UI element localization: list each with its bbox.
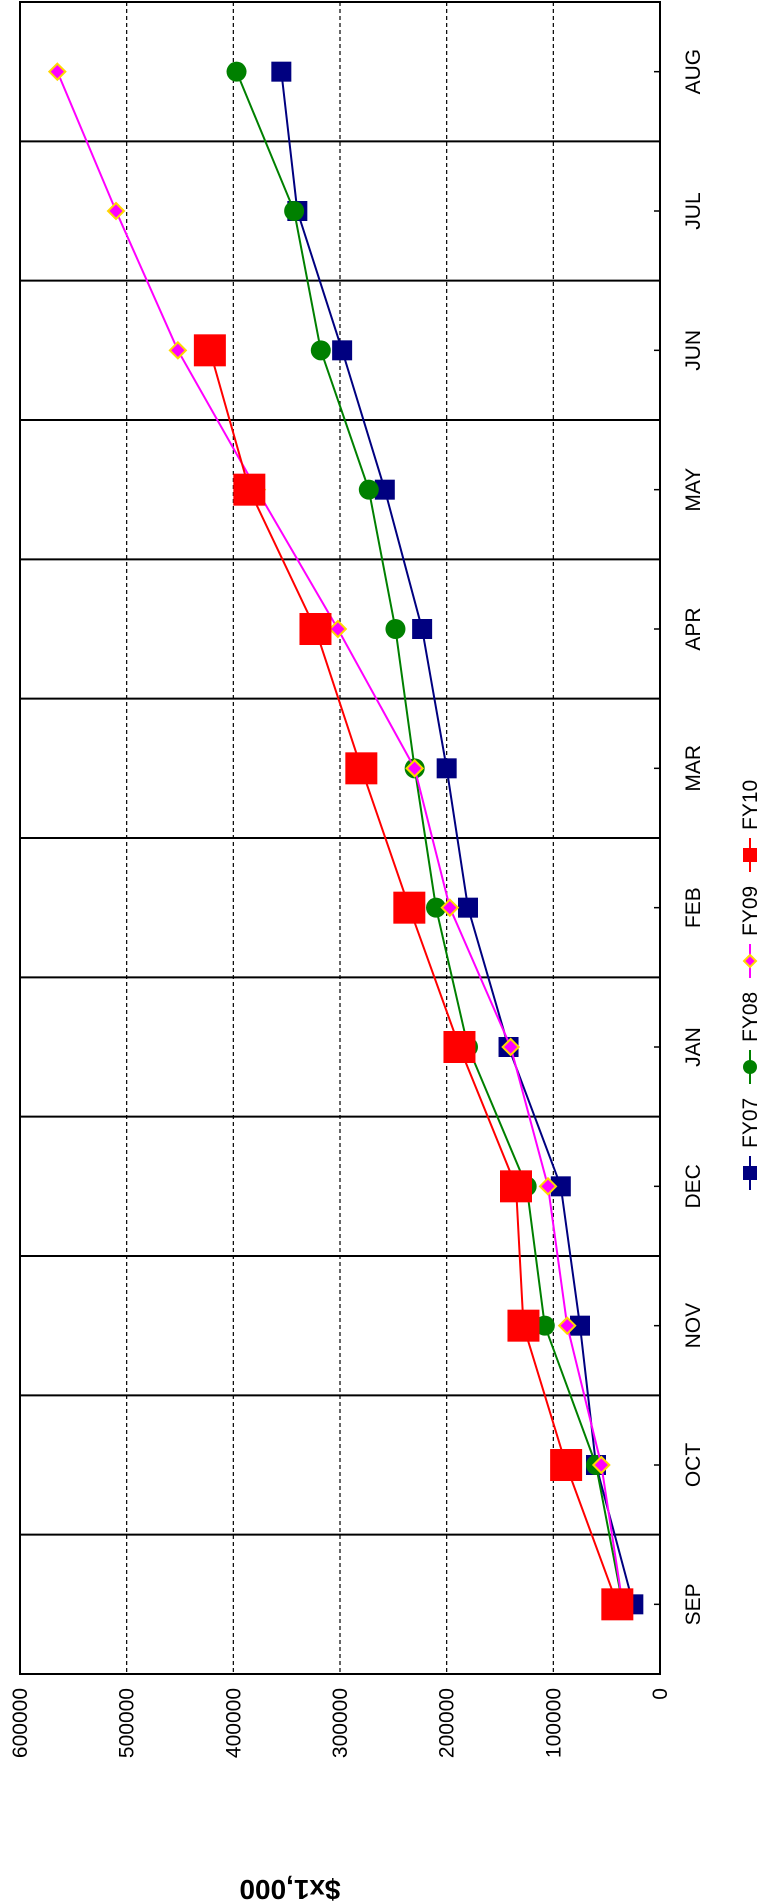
series-fy10 bbox=[193, 334, 634, 1621]
y-axis-label: $x1,000 bbox=[239, 1874, 340, 1902]
data-point bbox=[226, 61, 247, 82]
data-point bbox=[601, 1588, 634, 1621]
data-point bbox=[500, 1170, 532, 1203]
legend-marker bbox=[743, 1166, 757, 1180]
data-point bbox=[501, 1037, 521, 1057]
legend-marker bbox=[743, 1060, 757, 1074]
legend-label: FY07 bbox=[739, 1098, 762, 1148]
data-point bbox=[106, 201, 126, 221]
legend-label: FY10 bbox=[739, 780, 762, 830]
category-tick-label: FEB bbox=[682, 887, 705, 928]
data-point bbox=[193, 334, 226, 367]
data-point bbox=[405, 758, 425, 778]
series-layer bbox=[47, 61, 644, 1621]
category-tick-label: NOV bbox=[682, 1303, 705, 1349]
value-tick-label: 600000 bbox=[9, 1688, 32, 1758]
value-tick-label: 500000 bbox=[116, 1688, 139, 1758]
category-tick-label: SEP bbox=[682, 1583, 705, 1625]
data-point bbox=[443, 1031, 476, 1063]
data-point bbox=[570, 1315, 590, 1336]
category-tick-label: JUL bbox=[682, 192, 705, 229]
series-line bbox=[208, 350, 619, 1605]
data-point bbox=[168, 340, 188, 360]
data-point bbox=[557, 1316, 577, 1336]
category-tick-label: APR bbox=[682, 607, 705, 650]
data-point bbox=[458, 897, 478, 918]
legend-entry-fy08: FY08 bbox=[739, 992, 762, 1084]
gridlines bbox=[20, 2, 660, 1674]
series-fy07 bbox=[271, 61, 644, 1615]
legend-label: FY08 bbox=[739, 992, 762, 1042]
data-point bbox=[393, 891, 426, 924]
data-point bbox=[271, 61, 292, 82]
value-tick-label: 200000 bbox=[436, 1688, 459, 1758]
legend-entry-fy09: FY09 bbox=[739, 886, 762, 978]
data-point bbox=[47, 62, 67, 82]
tick-labels: 0 100000 200000 300000 400000 500000 600000 SEP… bbox=[9, 49, 705, 1758]
data-point bbox=[550, 1176, 571, 1197]
data-point bbox=[507, 1309, 540, 1342]
series-line bbox=[56, 71, 624, 1605]
category-tick-label: AUG bbox=[682, 49, 705, 95]
value-tick-label: 400000 bbox=[222, 1688, 245, 1758]
data-point bbox=[550, 1449, 583, 1481]
category-tick-label: JUN bbox=[682, 330, 705, 371]
series-line bbox=[280, 71, 635, 1605]
data-point bbox=[591, 1455, 611, 1475]
category-tick-label: MAR bbox=[682, 745, 705, 792]
category-tick-label: MAY bbox=[682, 468, 705, 512]
legend-entry-fy07: FY07 bbox=[739, 1098, 762, 1190]
category-tick-label: JAN bbox=[682, 1027, 705, 1067]
data-point bbox=[436, 758, 457, 779]
value-tick-label: 0 bbox=[649, 1688, 672, 1700]
legend: FY07 FY08 FY09 FY10 bbox=[739, 780, 762, 1190]
category-tick-label: OCT bbox=[682, 1443, 705, 1488]
data-point bbox=[534, 1315, 555, 1336]
value-tick-label: 100000 bbox=[542, 1688, 565, 1758]
category-tick-label: DEC bbox=[682, 1164, 705, 1208]
data-point bbox=[385, 619, 406, 639]
legend-entry-fy10: FY10 bbox=[739, 780, 762, 872]
data-point bbox=[284, 201, 305, 221]
data-point bbox=[426, 897, 446, 918]
data-point bbox=[299, 613, 332, 645]
value-tick-label: 300000 bbox=[329, 1688, 352, 1758]
data-point bbox=[310, 340, 331, 361]
data-point bbox=[345, 752, 378, 785]
data-point bbox=[328, 619, 348, 639]
legend-marker bbox=[743, 848, 757, 862]
legend-label: FY09 bbox=[739, 886, 762, 936]
data-point bbox=[233, 473, 266, 506]
data-point bbox=[374, 479, 395, 500]
data-point bbox=[440, 898, 460, 918]
legend-marker bbox=[742, 953, 758, 969]
data-point bbox=[358, 479, 379, 500]
data-point bbox=[538, 1176, 558, 1196]
data-point bbox=[412, 619, 433, 639]
series-line bbox=[235, 71, 624, 1605]
data-point bbox=[332, 340, 353, 361]
